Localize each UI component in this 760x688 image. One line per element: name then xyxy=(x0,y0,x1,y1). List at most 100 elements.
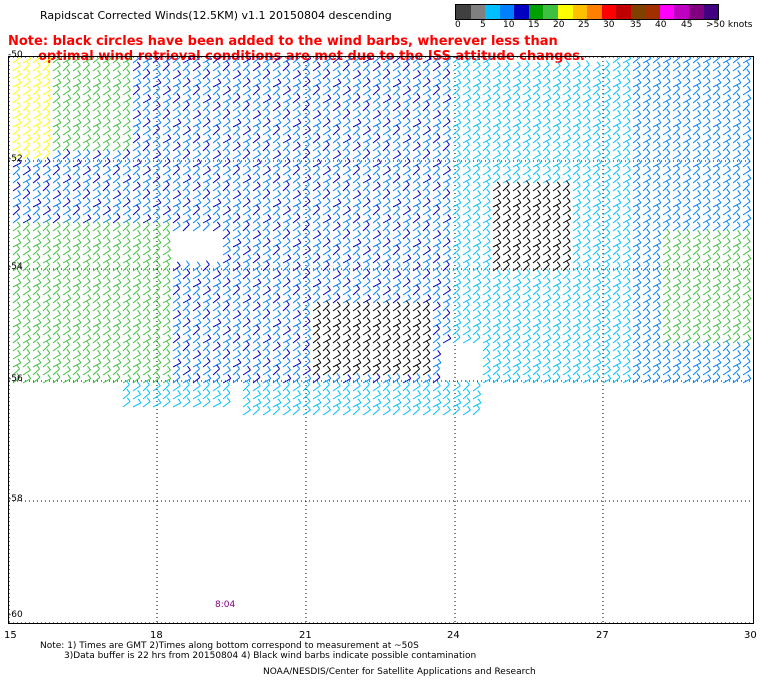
wind-barb-flag xyxy=(376,204,380,210)
wind-barb-flag xyxy=(616,221,621,227)
wind-barb-flag xyxy=(536,301,541,307)
wind-barb xyxy=(292,296,301,304)
wind-barb-flag xyxy=(186,68,191,74)
wind-barb xyxy=(212,288,220,296)
wind-barb-flag xyxy=(605,60,610,65)
wind-barb xyxy=(222,209,231,216)
wind-barb xyxy=(492,176,501,184)
wind-barb-flag xyxy=(667,214,672,219)
wind-barb-flag xyxy=(686,68,691,74)
wind-barb xyxy=(142,321,151,328)
wind-barb xyxy=(442,224,450,232)
wind-barb-flag xyxy=(706,77,711,82)
wind-barb xyxy=(302,249,311,256)
wind-barb-flag xyxy=(647,125,651,131)
wind-barb-flag xyxy=(706,268,711,274)
wind-barb xyxy=(632,136,641,144)
wind-barb xyxy=(432,265,441,272)
wind-barb xyxy=(362,272,371,280)
wind-barb-flag xyxy=(686,308,691,314)
wind-barb-flag xyxy=(666,157,671,162)
wind-barb xyxy=(432,168,440,176)
wind-barb-flag xyxy=(445,60,450,65)
wind-barb xyxy=(662,224,670,232)
wind-barb-flag xyxy=(716,301,721,307)
wind-barb-flag xyxy=(487,205,491,211)
wind-barb-flag xyxy=(267,174,272,179)
wind-barb-flag xyxy=(65,140,70,145)
wind-barb xyxy=(612,128,620,136)
wind-barb-flag xyxy=(347,294,352,299)
wind-barb-flag xyxy=(657,158,662,164)
wind-barb xyxy=(492,105,501,112)
wind-barb xyxy=(82,201,91,208)
wind-barb-flag xyxy=(197,198,202,204)
wind-barb xyxy=(12,216,21,224)
wind-barb xyxy=(152,128,160,136)
wind-barb xyxy=(162,152,171,160)
wind-barb xyxy=(122,72,131,80)
wind-barb xyxy=(402,264,410,272)
wind-barb xyxy=(522,121,531,128)
wind-barb xyxy=(302,81,311,88)
wind-barb xyxy=(62,104,70,112)
wind-barb xyxy=(612,208,620,216)
wind-barb-flag xyxy=(517,149,522,155)
wind-barb xyxy=(442,144,450,152)
wind-barb-flag xyxy=(337,198,342,204)
wind-barb-flag xyxy=(327,285,331,291)
wind-barb-flag xyxy=(466,117,471,122)
wind-barb-flag xyxy=(567,214,572,219)
wind-barb-flag xyxy=(597,278,602,284)
wind-barb-flag xyxy=(676,101,681,107)
wind-barb-flag xyxy=(65,260,70,265)
wind-barb xyxy=(452,57,461,64)
wind-barb xyxy=(532,296,541,304)
wind-barb-flag xyxy=(305,180,310,185)
wind-barb xyxy=(642,264,650,272)
wind-barb-flag xyxy=(356,181,361,187)
wind-barb-flag xyxy=(147,125,151,131)
wind-barb-flag xyxy=(267,245,271,251)
wind-barb xyxy=(252,313,261,320)
wind-barb xyxy=(62,304,70,312)
wind-barb-flag xyxy=(646,228,651,234)
wind-barb-flag xyxy=(726,308,731,314)
wind-barb-flag xyxy=(546,148,551,154)
wind-barb xyxy=(712,305,721,312)
wind-barb xyxy=(272,185,281,192)
wind-barb xyxy=(252,65,261,72)
wind-barb-flag xyxy=(637,109,642,115)
wind-barb xyxy=(552,273,561,280)
wind-barb xyxy=(602,81,611,88)
wind-barb-flag xyxy=(656,213,661,218)
wind-barb-flag xyxy=(196,93,201,98)
wind-barb-flag xyxy=(107,294,112,299)
wind-barb xyxy=(122,169,131,176)
wind-barb xyxy=(522,161,531,168)
wind-barb-flag xyxy=(97,229,102,235)
wind-barb-flag xyxy=(36,84,40,90)
wind-barb xyxy=(272,193,281,200)
wind-barb-flag xyxy=(117,189,122,195)
wind-barb xyxy=(502,81,511,88)
wind-barb-flag xyxy=(507,125,511,131)
wind-barb-flag xyxy=(577,238,582,244)
wind-barb-flag xyxy=(276,141,281,147)
wind-barb-flag xyxy=(76,84,80,90)
wind-barb xyxy=(102,192,111,200)
wind-barb-flag xyxy=(476,181,481,187)
wind-barb-flag xyxy=(376,181,381,187)
wind-barb-flag xyxy=(425,300,430,305)
wind-barb-flag xyxy=(165,220,170,225)
wind-barb-flag xyxy=(166,68,171,74)
wind-barb xyxy=(502,161,511,168)
wind-barb xyxy=(382,129,391,136)
wind-barb xyxy=(192,96,201,104)
wind-barb xyxy=(452,145,461,152)
wind-barb-flag xyxy=(257,189,262,195)
wind-barb-flag xyxy=(485,60,490,65)
wind-barb-flag xyxy=(525,220,530,225)
wind-barb-flag xyxy=(297,109,302,115)
wind-barb-flag xyxy=(486,317,491,322)
